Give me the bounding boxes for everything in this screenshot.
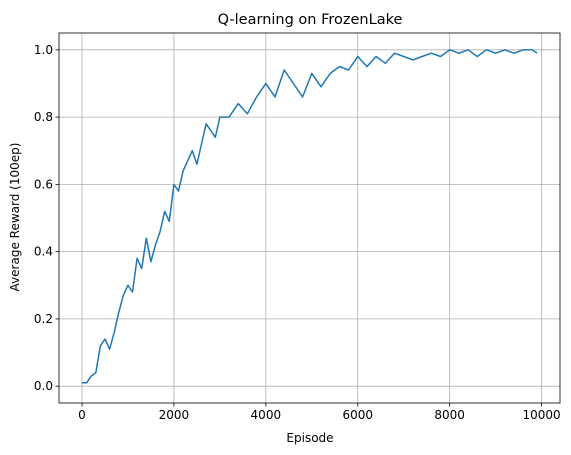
y-tick-label: 0.2	[34, 312, 53, 326]
gridlines	[59, 33, 560, 403]
y-tick-label: 1.0	[34, 43, 53, 57]
x-tick-label: 0	[78, 408, 86, 422]
y-tick-label: 0.8	[34, 110, 53, 124]
y-tick-label: 0.6	[34, 177, 53, 191]
axes-frame	[58, 32, 561, 404]
x-tick-label: 10000	[523, 408, 561, 422]
x-tick-label: 4000	[251, 408, 282, 422]
chart-title: Q-learning on FrozenLake	[218, 12, 403, 28]
x-axis-label: Episode	[286, 431, 333, 445]
x-tick-label: 2000	[159, 408, 190, 422]
y-axis-label: Average Reward (100ep)	[8, 143, 22, 292]
series-group	[82, 49, 538, 384]
series-line	[82, 49, 538, 384]
y-tick-label: 0.4	[34, 245, 53, 259]
x-tick-label: 8000	[434, 408, 465, 422]
ticks: 0 2000 4000 6000 8000 10000 0.0 0.2 0.4 0.6 0.8 1.0	[34, 43, 561, 422]
x-tick-label: 6000	[342, 408, 373, 422]
y-tick-label: 0.0	[34, 379, 53, 393]
